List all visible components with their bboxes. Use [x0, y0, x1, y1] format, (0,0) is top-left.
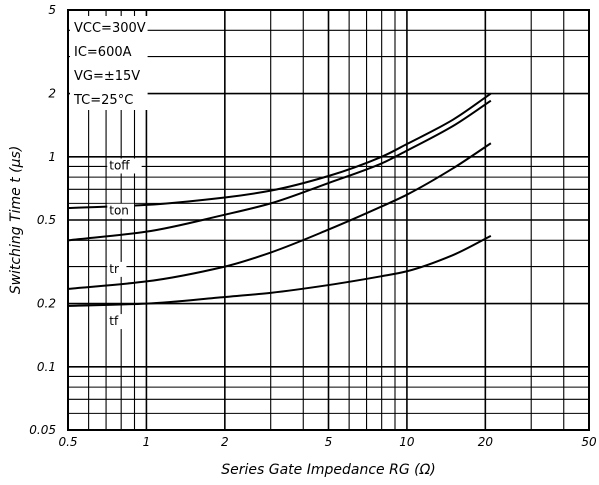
curve-tf — [67, 235, 492, 307]
curve-label-toff: toff — [109, 158, 130, 172]
x-tick-label: 10 — [399, 435, 415, 449]
condition-line: VCC=300V — [74, 21, 146, 36]
x-axis-label: Series Gate Impedance RG (Ω) — [221, 462, 436, 478]
x-tick-label: 5 — [325, 435, 333, 449]
y-axis-label: Switching Time t (μs) — [8, 146, 24, 295]
y-tick-label: 0.05 — [29, 423, 56, 437]
x-tick-label: 20 — [478, 435, 494, 449]
curve-label-bg — [107, 203, 135, 219]
x-tick-labels: 0.5 1 2 5 10 20 50 — [58, 435, 597, 449]
y-tick-label: 2 — [48, 87, 56, 101]
curves — [67, 92, 492, 307]
curve-label-tf: tf — [109, 314, 119, 328]
y-tick-label: 0.5 — [37, 213, 56, 227]
y-tick-label: 5 — [48, 3, 56, 17]
y-tick-label: 0.1 — [37, 360, 56, 374]
curve-label-bg — [107, 261, 127, 277]
x-tick-label: 1 — [143, 435, 151, 449]
plot-frame — [67, 9, 590, 431]
curve-label-tr: tr — [109, 262, 119, 276]
conditions: VCC=300V IC=600A VG=±15V TC=25°C — [73, 21, 146, 108]
curve-tr — [67, 142, 492, 290]
x-tick-label: 0.5 — [58, 435, 77, 449]
condition-line: IC=600A — [74, 45, 132, 60]
curve-label-bg — [107, 314, 127, 330]
y-tick-labels: 0.05 0.1 0.2 0.5 1 2 5 — [29, 3, 56, 437]
curve-label-bg — [107, 158, 142, 174]
condition-line: VG=±15V — [74, 69, 140, 84]
y-tick-label: 1 — [48, 150, 56, 164]
condition-line: TC=25°C — [73, 93, 133, 108]
curve-label-ton: ton — [109, 204, 129, 218]
curve-labels: toff ton tr tf — [107, 158, 142, 330]
curve-toff — [67, 92, 492, 210]
curve-ton — [67, 99, 492, 242]
x-tick-label: 50 — [581, 435, 597, 449]
conditions-box — [70, 16, 148, 110]
y-tick-label: 0.2 — [37, 297, 56, 311]
x-tick-label: 2 — [221, 435, 229, 449]
